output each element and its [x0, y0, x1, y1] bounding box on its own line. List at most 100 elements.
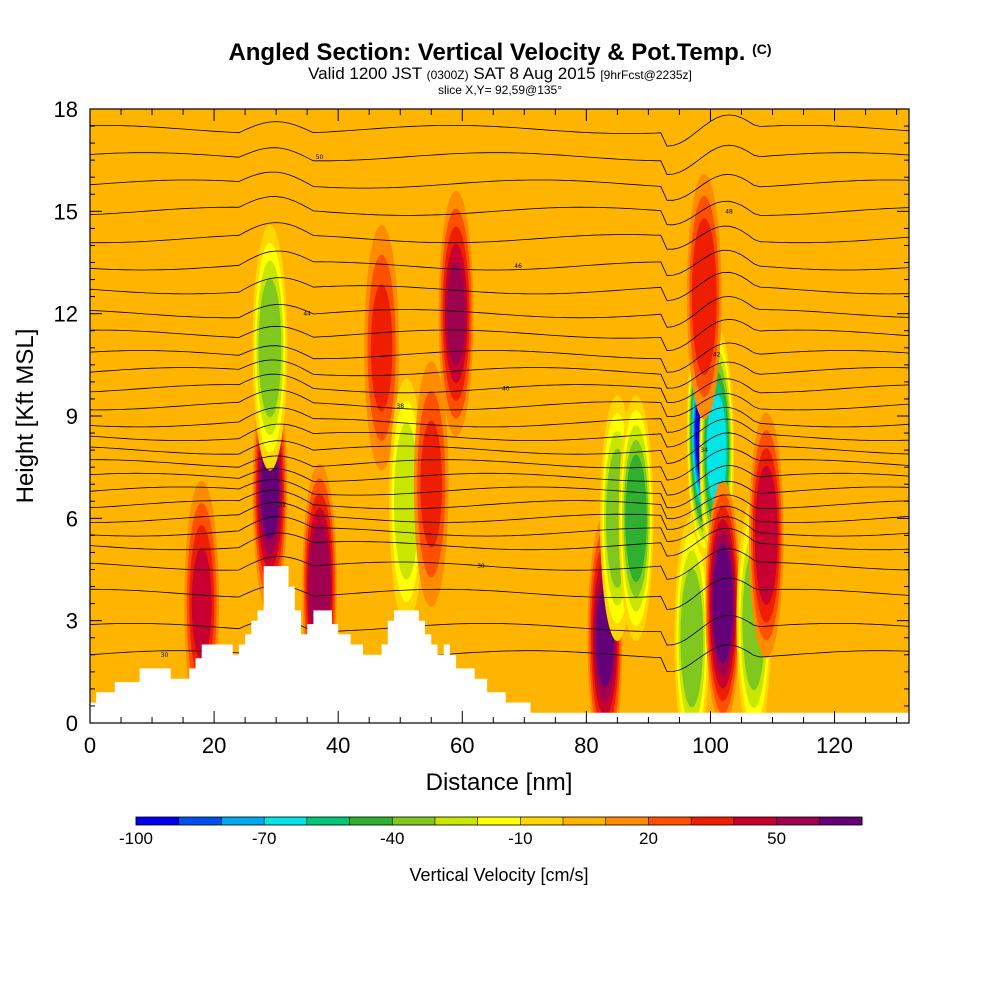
velocity-band [756, 483, 776, 588]
isentrope-line [90, 389, 909, 417]
isentrope-line [90, 548, 909, 580]
isentrope-line [90, 448, 909, 481]
x-tick-label: 60 [450, 733, 474, 758]
axes: 0 20 40 60 80 100 120 0 3 6 9 12 15 18 [54, 97, 909, 758]
x-tick-label: 0 [84, 733, 96, 758]
chart-title: Angled Section: Vertical Velocity & Pot.… [228, 39, 772, 66]
colorbar-swatch [733, 817, 778, 825]
isentrope-line [90, 171, 909, 201]
y-tick-label: 18 [54, 97, 78, 122]
velocity-cell [618, 395, 654, 642]
y-axis-title: Height [Kft MSL] [12, 329, 39, 504]
isentrope-label: 42 [713, 352, 721, 359]
isentrope-label: 32 [279, 502, 287, 509]
isentrope-line [90, 464, 909, 496]
colorbar-tick-label: 20 [639, 829, 658, 848]
isentrope-line [90, 527, 909, 557]
velocity-band [396, 444, 417, 558]
velocity-cell [438, 190, 474, 437]
isentrope-line [90, 342, 909, 373]
colorbar-tick-label: -70 [252, 829, 277, 848]
isentrope-line [90, 144, 909, 175]
colorbar-swatch [691, 817, 735, 825]
isentrope-line [90, 318, 909, 352]
colorbar-tick-label: -100 [119, 829, 153, 848]
isentrope-line [90, 271, 909, 302]
velocity-band [714, 556, 732, 651]
isentrope-line [90, 614, 909, 646]
y-tick-label: 9 [66, 404, 78, 429]
isentrope-line [90, 222, 909, 250]
x-tick-label: 100 [692, 733, 729, 758]
colorbar-swatch [434, 817, 479, 825]
colorbar-swatch [136, 817, 180, 825]
isentrope-line [90, 418, 909, 448]
velocity-band [420, 420, 443, 548]
y-tick-label: 3 [66, 609, 78, 634]
isentrope-line [90, 249, 909, 276]
forecast-info: [9hrFcst@2235z] [600, 68, 692, 82]
colorbar-swatch [776, 817, 820, 825]
colorbar-swatch [306, 817, 351, 825]
colorbar-tick-label: -10 [508, 829, 533, 848]
velocity-cell [252, 224, 288, 471]
isentrope-label: 44 [303, 311, 311, 318]
velocity-band [682, 585, 702, 690]
isentrope-label: 50 [316, 154, 324, 161]
colorbar-tick-label: -40 [380, 829, 405, 848]
velocity-cell [413, 361, 449, 608]
isentrope-label: 30 [161, 652, 169, 659]
isentrope-line [90, 114, 909, 147]
colorbar-swatch [819, 817, 863, 825]
velocity-band [707, 404, 726, 496]
x-tick-label: 40 [326, 733, 350, 758]
x-tick-label: 20 [202, 733, 226, 758]
isentrope-line [90, 489, 909, 520]
isentrope-line [90, 432, 909, 464]
isentrope-label: 46 [514, 263, 522, 270]
colorbar-swatch [349, 817, 393, 825]
colorbar-title: Vertical Velocity [cm/s] [409, 865, 588, 885]
isentrope-line [90, 479, 909, 509]
plot-area: 30 30 32 34 38 40 42 44 46 48 50 [90, 109, 909, 723]
velocity-cell [705, 480, 741, 723]
chart-title-tag: (C) [752, 41, 772, 57]
velocity-band [260, 442, 280, 540]
velocity-cell [686, 173, 722, 420]
isentrope-label: 38 [396, 403, 404, 410]
x-axis-title: Distance [nm] [426, 769, 573, 796]
colorbar: -100 -70 -40 -10 20 50 [119, 816, 863, 848]
colorbar-swatch [221, 817, 265, 825]
velocity-band [191, 547, 212, 660]
velocity-band [370, 284, 393, 412]
isentrope-label: 40 [502, 386, 510, 393]
velocity-band [260, 295, 280, 400]
terrain-mask [90, 566, 909, 723]
colorbar-tick-label: 50 [767, 829, 786, 848]
colorbar-swatch [605, 817, 649, 825]
chart-subtitle: Valid 1200 JST (0300Z) SAT 8 Aug 2015 [9… [308, 64, 692, 83]
valid-utc: (0300Z) [426, 68, 469, 82]
velocity-band [626, 469, 646, 568]
colorbar-swatch [520, 817, 564, 825]
isentrope-contours: 30 30 32 34 38 40 42 44 46 48 50 [90, 114, 909, 673]
isentrope-label: 34 [700, 447, 708, 454]
y-tick-label: 15 [54, 199, 78, 224]
velocity-band [446, 261, 466, 366]
x-tick-label: 120 [816, 733, 853, 758]
y-tick-label: 6 [66, 506, 78, 531]
isentrope-label: 30 [477, 563, 485, 570]
isentrope-line [90, 373, 909, 403]
velocity-field [184, 173, 784, 723]
isentrope-line [90, 577, 909, 610]
velocity-band [694, 240, 715, 353]
isentrope-line [90, 516, 909, 542]
colorbar-swatch [477, 817, 521, 825]
x-tick-label: 80 [574, 733, 598, 758]
colorbar-swatch [563, 817, 607, 825]
isentrope-line [90, 296, 909, 328]
colorbar-swatch [392, 817, 436, 825]
isentrope-line [90, 359, 909, 389]
isentrope-line [90, 501, 909, 530]
